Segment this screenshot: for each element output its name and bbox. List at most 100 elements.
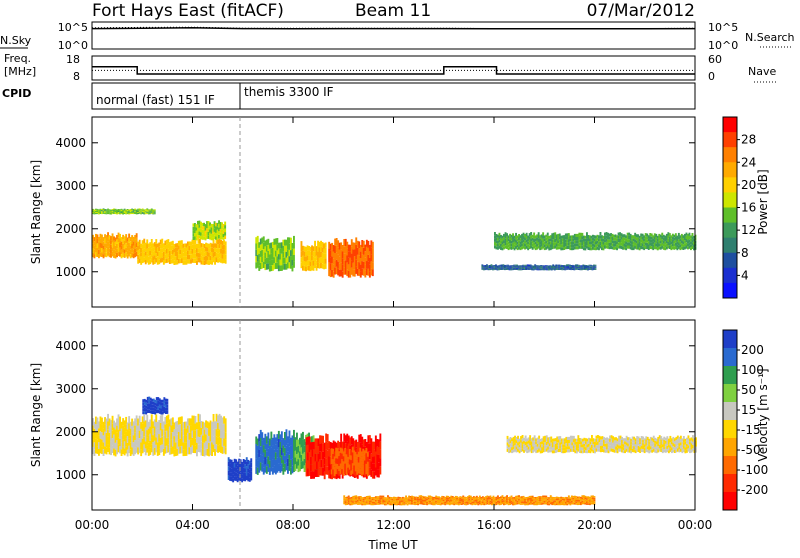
power-patch — [494, 232, 696, 250]
velocity-cell — [281, 431, 283, 439]
velocity-cell — [594, 498, 596, 500]
power-colorbar-swatch — [723, 117, 737, 133]
velocity-patch — [507, 435, 697, 453]
power-cell — [225, 241, 227, 246]
power-colorbar-tick-label: 16 — [741, 201, 756, 215]
noise-panel: N.Sky 10^5 10^0 10^5 10^0 N.Search — [0, 21, 795, 52]
velocity-cell — [293, 430, 295, 438]
power-patch — [481, 264, 596, 270]
power-cell — [372, 242, 374, 249]
velocity-cell — [367, 467, 369, 472]
power-cell — [293, 242, 295, 248]
power-cell — [293, 236, 295, 242]
power-cell — [325, 258, 327, 263]
velocity-cell — [379, 434, 381, 442]
power-patch — [328, 237, 374, 277]
power-data — [92, 208, 696, 277]
power-colorbar-swatch — [723, 253, 737, 269]
power-cell — [301, 241, 303, 246]
velocity-cell — [195, 416, 197, 423]
power-colorbar-swatch — [723, 268, 737, 284]
nave-label: Nave — [748, 65, 776, 78]
freq-tick-bottom: 8 — [73, 70, 80, 83]
velocity-cell — [166, 411, 168, 414]
power-cell — [154, 210, 156, 211]
power-colorbar-tick-label: 24 — [741, 155, 756, 169]
velocity-cell — [225, 418, 227, 425]
date-label: 07/Mar/2012 — [587, 1, 695, 21]
power-cell — [151, 239, 153, 244]
velocity-patch — [331, 446, 369, 476]
nave-tick-bottom: 0 — [708, 70, 715, 83]
velocity-cell — [379, 450, 381, 458]
beam-label: Beam 11 — [355, 1, 431, 21]
power-cell — [224, 222, 226, 226]
power-cell — [325, 243, 327, 248]
power-cell — [600, 232, 602, 235]
power-colorbar-tick-label: 8 — [741, 246, 749, 260]
velocity-cell — [367, 452, 369, 457]
power-colorbar-tick-label: 12 — [741, 223, 756, 237]
velocity-cell — [506, 495, 508, 497]
x-tick-label: 04:00 — [175, 518, 210, 532]
power-cell — [372, 256, 374, 263]
nsearch-tick-bottom: 10^0 — [708, 39, 738, 52]
power-patch — [92, 232, 138, 258]
velocity-cell — [594, 496, 596, 498]
velocity-cell — [225, 426, 227, 433]
velocity-cell — [166, 399, 168, 402]
velocity-cell — [250, 467, 252, 471]
velocity-cell — [594, 501, 596, 503]
power-cell — [293, 255, 295, 261]
velocity-cell — [327, 434, 329, 442]
cpid-segment-1: normal (fast) 151 IF — [96, 93, 215, 107]
velocity-ytick-label: 2000 — [55, 425, 86, 439]
x-tick-label: 12:00 — [376, 518, 411, 532]
power-cell — [533, 233, 535, 236]
cpid-segment-2: themis 3300 IF — [244, 85, 334, 99]
velocity-cell — [683, 436, 685, 439]
nsky-tick-bottom: 10^0 — [58, 39, 88, 52]
power-cell — [293, 261, 295, 267]
velocity-cell — [225, 440, 227, 447]
power-y-axis-label: Slant Range [km] — [29, 160, 43, 264]
velocity-cell — [382, 496, 384, 498]
power-colorbar-swatch — [723, 162, 737, 178]
power-patch — [255, 236, 295, 272]
power-panel-frame — [92, 117, 695, 307]
power-cell — [151, 209, 153, 210]
freq-panel: Freq. [MHz] 18 8 60 0 Nave — [4, 52, 778, 83]
power-cell — [692, 233, 694, 236]
velocity-cell — [225, 433, 227, 440]
power-cell — [224, 225, 226, 229]
power-cell — [199, 239, 201, 244]
x-axis-label: Time UT — [367, 538, 418, 552]
power-ytick-label: 3000 — [55, 179, 86, 193]
velocity-cell — [511, 496, 513, 498]
nsearch-label: N.Search — [745, 31, 795, 44]
power-cell — [257, 236, 259, 242]
power-colorbar-swatch — [723, 283, 737, 299]
velocity-cell — [340, 434, 342, 442]
velocity-cell — [367, 457, 369, 462]
velocity-cell — [250, 458, 252, 462]
power-colorbar-tick-label: 20 — [741, 178, 756, 192]
velocity-cell — [367, 471, 369, 476]
velocity-cell — [146, 415, 148, 423]
power-cell — [161, 239, 163, 244]
velocity-cell — [289, 431, 291, 439]
power-patch — [92, 208, 156, 214]
power-cell — [314, 241, 316, 247]
power-patch — [301, 241, 327, 271]
velocity-cell — [343, 495, 345, 497]
power-cell — [136, 233, 138, 238]
velocity-y-axis-label: Slant Range [km] — [29, 363, 43, 467]
power-cell — [154, 209, 156, 210]
cpid-label: CPID — [2, 87, 31, 100]
velocity-ytick-label: 3000 — [55, 382, 86, 396]
power-cell — [372, 249, 374, 256]
freq-series — [92, 67, 695, 74]
velocity-cell — [550, 495, 552, 497]
